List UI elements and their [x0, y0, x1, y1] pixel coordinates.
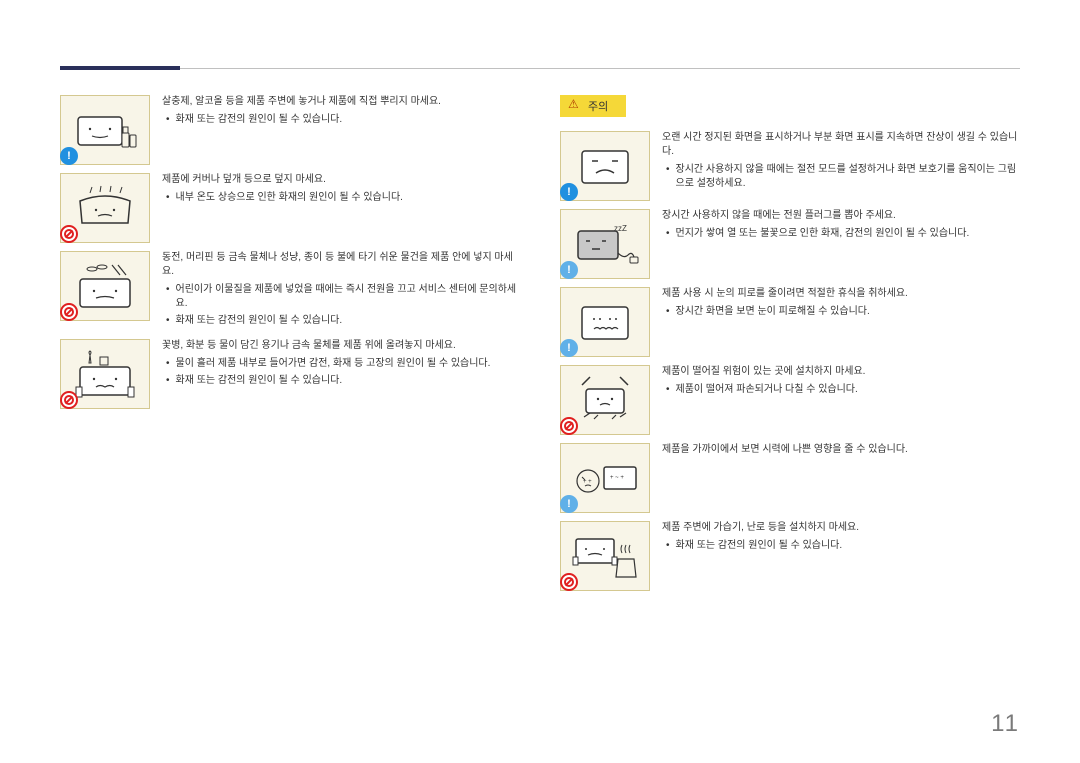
svg-text:+ ~ +: + ~ +: [610, 475, 624, 481]
item-bullet: 어린이가 이물질을 제품에 넣었을 때에는 즉시 전원을 끄고 서비스 센터에 …: [176, 283, 520, 311]
illustration-frown: !: [560, 131, 650, 201]
illustration-child-close: + + + ~ + !: [560, 443, 650, 513]
illustration-sleeping: zzZ !: [560, 209, 650, 279]
item-cover-cloth: 제품에 커버나 덮개 등으로 덮지 마세요. 내부 온도 상승으로 인한 화재의…: [60, 173, 520, 243]
illustration-spray-bottles: !: [60, 95, 150, 165]
item-title: 제품에 커버나 덮개 등으로 덮지 마세요.: [162, 173, 520, 187]
header-accent-bar: [60, 66, 180, 70]
item-title: 제품 주변에 가습기, 난로 등을 설치하지 마세요.: [662, 521, 1020, 535]
item-title: 장시간 사용하지 않을 때에는 전원 플러그를 뽑아 주세요.: [662, 209, 1020, 223]
prohibit-icon: [60, 303, 78, 321]
item-bullet: 물이 흘러 제품 내부로 들어가면 감전, 화재 등 고장의 원인이 될 수 있…: [176, 357, 491, 371]
info-icon: !: [60, 147, 78, 165]
right-column: 주의 ! 오랜 시간 정지된 화면을 표시하거나 부분 화면 표시를 지속하면 …: [560, 95, 1020, 599]
svg-text:+ +: + +: [583, 479, 592, 485]
page-number: 11: [991, 710, 1020, 738]
item-title: 제품이 떨어질 위험이 있는 곳에 설치하지 마세요.: [662, 365, 1020, 379]
prohibit-icon: [560, 417, 578, 435]
item-power-save: zzZ ! 장시간 사용하지 않을 때에는 전원 플러그를 뽑아 주세요. 먼지…: [560, 209, 1020, 279]
item-bullet: 화재 또는 감전의 원인이 될 수 있습니다.: [176, 113, 343, 127]
item-title: 오랜 시간 정지된 화면을 표시하거나 부분 화면 표시를 지속하면 잔상이 생…: [662, 131, 1020, 159]
illustration-vase: [60, 339, 150, 409]
caution-badge: 주의: [560, 95, 626, 117]
item-title: 살충제, 알코올 등을 제품 주변에 놓거나 제품에 직접 뿌리지 마세요.: [162, 95, 520, 109]
item-bullet: 먼지가 쌓여 열 또는 불꽃으로 인한 화재, 감전의 원인이 될 수 있습니다…: [676, 227, 970, 241]
item-metal-objects: 동전, 머리핀 등 금속 물체나 성냥, 종이 등 불에 타기 쉬운 물건을 제…: [60, 251, 520, 331]
item-drop-risk: 제품이 떨어질 위험이 있는 곳에 설치하지 마세요. 제품이 떨어져 파손되거…: [560, 365, 1020, 435]
item-bullet: 화재 또는 감전의 원인이 될 수 있습니다.: [176, 374, 343, 388]
item-eye-rest: ! 제품 사용 시 눈의 피로를 줄이려면 적절한 휴식을 취하세요. 장시간 …: [560, 287, 1020, 357]
item-bullet: 장시간 화면을 보면 눈이 피로해질 수 있습니다.: [676, 305, 870, 319]
prohibit-icon: [60, 225, 78, 243]
info-icon: !: [560, 495, 578, 513]
prohibit-icon: [60, 391, 78, 409]
item-bullet: 화재 또는 감전의 원인이 될 수 있습니다.: [176, 314, 343, 328]
illustration-humidifier: [560, 521, 650, 591]
content-columns: ! 살충제, 알코올 등을 제품 주변에 놓거나 제품에 직접 뿌리지 마세요.…: [60, 95, 1020, 599]
header-divider: [60, 68, 1020, 69]
svg-text:zzZ: zzZ: [614, 224, 627, 233]
illustration-covered: [60, 173, 150, 243]
info-icon: !: [560, 261, 578, 279]
info-icon: !: [560, 339, 578, 357]
item-bullet: 화재 또는 감전의 원인이 될 수 있습니다.: [676, 539, 843, 553]
illustration-dizzy: !: [560, 287, 650, 357]
item-still-image: ! 오랜 시간 정지된 화면을 표시하거나 부분 화면 표시를 지속하면 잔상이…: [560, 131, 1020, 201]
item-bullet: 제품이 떨어져 파손되거나 다칠 수 있습니다.: [676, 383, 858, 397]
illustration-coins: [60, 251, 150, 321]
item-bullet: 내부 온도 상승으로 인한 화재의 원인이 될 수 있습니다.: [176, 191, 403, 205]
left-column: ! 살충제, 알코올 등을 제품 주변에 놓거나 제품에 직접 뿌리지 마세요.…: [60, 95, 520, 599]
item-title: 동전, 머리핀 등 금속 물체나 성냥, 종이 등 불에 타기 쉬운 물건을 제…: [162, 251, 520, 279]
item-cleaning-agents: ! 살충제, 알코올 등을 제품 주변에 놓거나 제품에 직접 뿌리지 마세요.…: [60, 95, 520, 165]
item-liquid-containers: 꽃병, 화분 등 물이 담긴 용기나 금속 물체를 제품 위에 올려놓지 마세요…: [60, 339, 520, 409]
item-title: 제품 사용 시 눈의 피로를 줄이려면 적절한 휴식을 취하세요.: [662, 287, 1020, 301]
prohibit-icon: [560, 573, 578, 591]
illustration-falling: [560, 365, 650, 435]
item-title: 꽃병, 화분 등 물이 담긴 용기나 금속 물체를 제품 위에 올려놓지 마세요…: [162, 339, 520, 353]
info-icon: !: [560, 183, 578, 201]
item-humidifier: 제품 주변에 가습기, 난로 등을 설치하지 마세요. 화재 또는 감전의 원인…: [560, 521, 1020, 591]
item-bullet: 장시간 사용하지 않을 때에는 절전 모드를 설정하거나 화면 보호기를 움직이…: [676, 163, 1020, 191]
item-close-view: + + + ~ + ! 제품을 가까이에서 보면 시력에 나쁜 영향을 줄 수 …: [560, 443, 1020, 513]
item-title: 제품을 가까이에서 보면 시력에 나쁜 영향을 줄 수 있습니다.: [662, 443, 1020, 457]
